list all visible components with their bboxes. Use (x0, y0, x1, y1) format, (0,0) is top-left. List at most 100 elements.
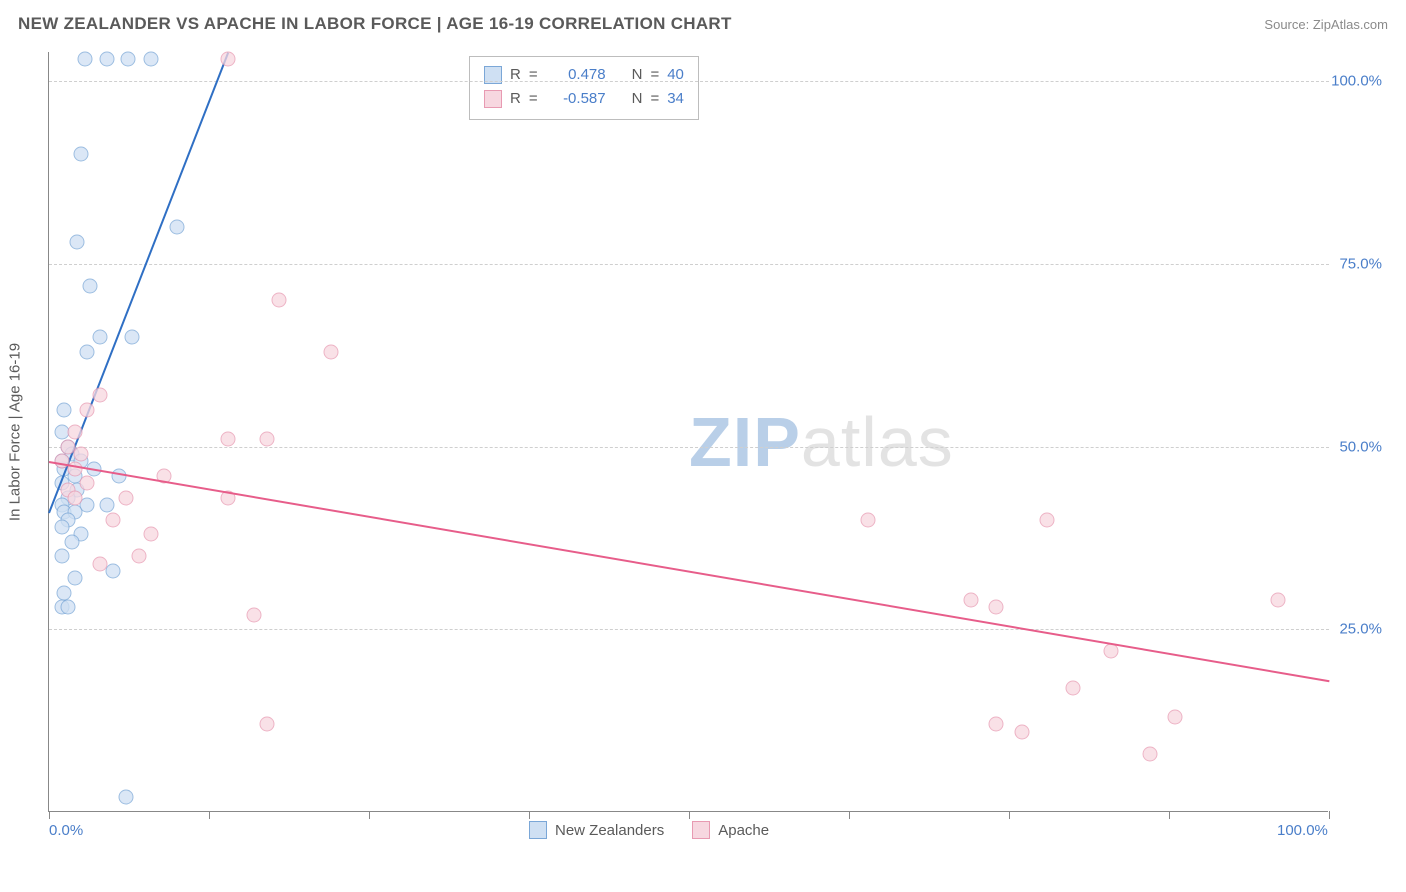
chart-header: NEW ZEALANDER VS APACHE IN LABOR FORCE |… (18, 14, 1388, 34)
data-point (93, 388, 108, 403)
n-label: N (632, 63, 643, 87)
gridline (49, 81, 1329, 82)
gridline (49, 264, 1329, 265)
x-axis-tick (689, 811, 690, 819)
stats-row-1: R = 0.478 N = 40 (484, 63, 684, 87)
data-point (54, 520, 69, 535)
equals: = (650, 63, 659, 87)
equals: = (529, 87, 538, 111)
x-axis-tick (1009, 811, 1010, 819)
chart-container: In Labor Force | Age 16-19 ZIPatlas R = … (48, 52, 1384, 832)
data-point (99, 52, 114, 67)
data-point (1040, 512, 1055, 527)
data-point (67, 571, 82, 586)
series-1-n-value: 40 (667, 63, 684, 87)
plot-area: In Labor Force | Age 16-19 ZIPatlas R = … (48, 52, 1328, 812)
data-point (118, 790, 133, 805)
data-point (221, 432, 236, 447)
data-point (74, 147, 89, 162)
data-point (259, 717, 274, 732)
data-point (170, 220, 185, 235)
gridline (49, 447, 1329, 448)
x-axis-tick (49, 811, 50, 819)
data-point (54, 549, 69, 564)
data-point (57, 403, 72, 418)
legend-item-2: Apache (692, 821, 769, 839)
data-point (57, 585, 72, 600)
legend: New Zealanders Apache (529, 821, 769, 839)
legend-label-1: New Zealanders (555, 822, 664, 839)
data-point (61, 600, 76, 615)
data-point (272, 293, 287, 308)
data-point (861, 512, 876, 527)
source-label: Source: (1264, 17, 1309, 32)
chart-title: NEW ZEALANDER VS APACHE IN LABOR FORCE |… (18, 14, 732, 34)
trend-line (49, 461, 1329, 682)
data-point (106, 563, 121, 578)
data-point (323, 344, 338, 359)
r-label: R (510, 63, 521, 87)
data-point (144, 52, 159, 67)
data-point (65, 534, 80, 549)
series-2-swatch (484, 90, 502, 108)
n-label: N (632, 87, 643, 111)
gridline (49, 629, 1329, 630)
series-2-n-value: 34 (667, 87, 684, 111)
data-point (93, 556, 108, 571)
data-point (121, 52, 136, 67)
data-point (259, 432, 274, 447)
data-point (989, 717, 1004, 732)
y-axis-tick-label: 50.0% (1339, 438, 1382, 455)
data-point (67, 461, 82, 476)
watermark-rest: atlas (801, 403, 954, 481)
data-point (221, 52, 236, 67)
x-axis-tick-label: 0.0% (49, 822, 83, 839)
data-point (80, 403, 95, 418)
data-point (125, 330, 140, 345)
equals: = (650, 87, 659, 111)
y-axis-tick-label: 75.0% (1339, 255, 1382, 272)
x-axis-tick-label: 100.0% (1277, 822, 1328, 839)
data-point (989, 600, 1004, 615)
data-point (67, 425, 82, 440)
data-point (77, 52, 92, 67)
data-point (99, 498, 114, 513)
data-point (80, 498, 95, 513)
data-point (93, 330, 108, 345)
data-point (106, 512, 121, 527)
data-point (118, 490, 133, 505)
series-1-r-value: 0.478 (546, 63, 606, 87)
x-axis-tick (849, 811, 850, 819)
data-point (67, 490, 82, 505)
data-point (144, 527, 159, 542)
data-point (1014, 724, 1029, 739)
x-axis-tick (1169, 811, 1170, 819)
x-axis-tick (209, 811, 210, 819)
data-point (70, 235, 85, 250)
data-point (1142, 746, 1157, 761)
stats-row-2: R = -0.587 N = 34 (484, 87, 684, 111)
series-2-r-value: -0.587 (546, 87, 606, 111)
correlation-stats-box: R = 0.478 N = 40 R = -0.587 N = 34 (469, 56, 699, 120)
y-axis-tick-label: 100.0% (1331, 73, 1382, 90)
y-axis-tick-label: 25.0% (1339, 621, 1382, 638)
x-axis-tick (369, 811, 370, 819)
data-point (82, 278, 97, 293)
data-point (80, 476, 95, 491)
x-axis-tick (529, 811, 530, 819)
data-point (963, 593, 978, 608)
legend-swatch-1 (529, 821, 547, 839)
x-axis-tick (1329, 811, 1330, 819)
y-axis-label: In Labor Force | Age 16-19 (7, 343, 24, 521)
data-point (80, 344, 95, 359)
data-point (74, 446, 89, 461)
source-attribution: Source: ZipAtlas.com (1264, 17, 1388, 32)
data-point (1168, 710, 1183, 725)
watermark: ZIPatlas (689, 402, 954, 482)
source-link[interactable]: ZipAtlas.com (1313, 17, 1388, 32)
legend-swatch-2 (692, 821, 710, 839)
r-label: R (510, 87, 521, 111)
legend-label-2: Apache (718, 822, 769, 839)
data-point (131, 549, 146, 564)
data-point (1066, 680, 1081, 695)
